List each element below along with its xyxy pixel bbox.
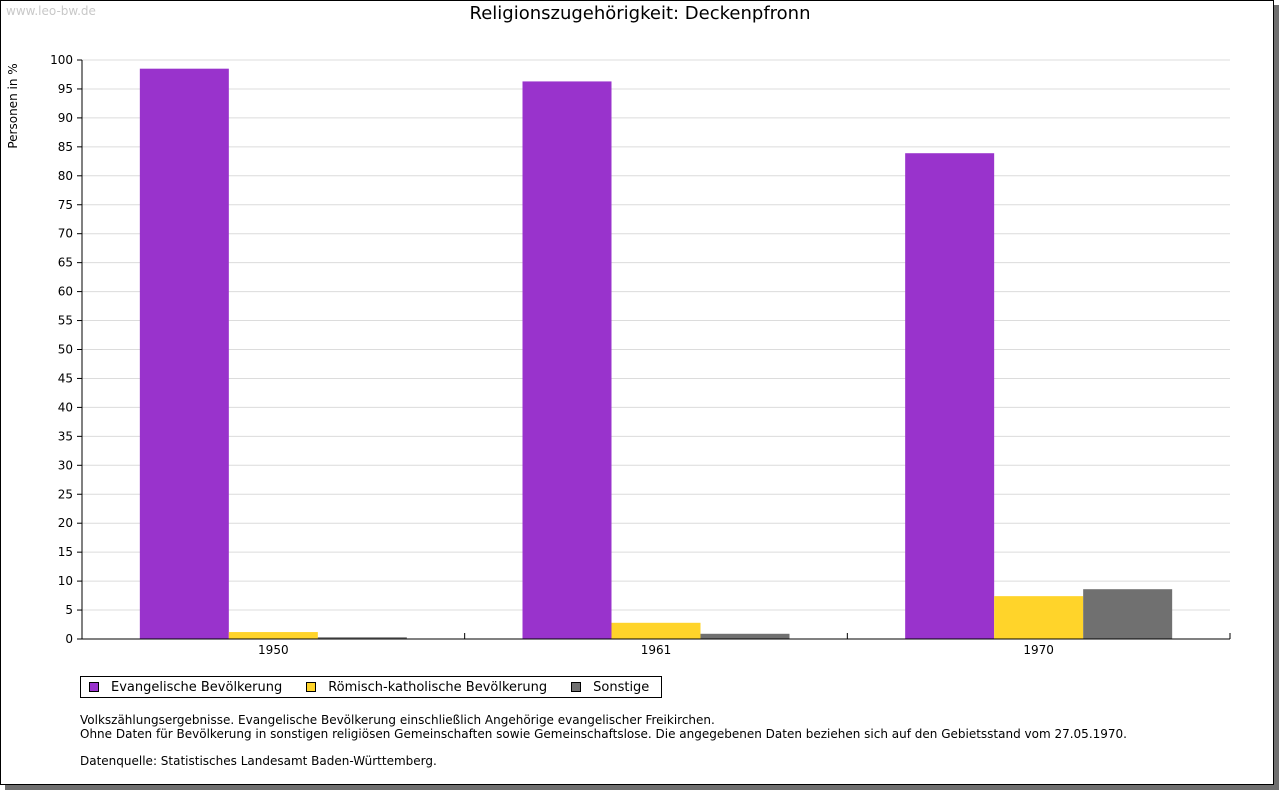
legend-swatch [571,682,582,692]
y-tick-label: 15 [58,545,73,559]
legend-label: Sonstige [593,679,650,695]
bar [522,81,612,640]
y-tick-label: 80 [58,169,73,183]
legend-item: Sonstige [571,680,649,695]
y-tick-label: 85 [58,140,73,154]
y-tick-label: 90 [58,111,73,125]
data-source: Datenquelle: Statistisches Landesamt Bad… [80,754,437,768]
y-tick-label: 65 [58,256,73,270]
bar [700,633,790,639]
y-tick-label: 50 [58,343,73,357]
chart-notes: Volkszählungsergebnisse. Evangelische Be… [80,713,1127,768]
y-axis-label: Personen in % [6,63,20,148]
y-tick-label: 20 [58,516,73,530]
bar [905,153,995,639]
chart-title: Religionszugehörigkeit: Deckenpfronn [469,3,811,24]
note-line-1: Volkszählungsergebnisse. Evangelische Be… [80,713,715,727]
y-tick-label: 30 [58,458,73,472]
x-tick-label: 1950 [258,643,289,657]
y-tick-label: 95 [58,82,73,96]
y-tick-label: 100 [50,53,73,67]
legend-item: Römisch-katholische Bevölkerung [306,680,547,695]
bar [1083,589,1173,639]
y-tick-label: 75 [58,198,73,212]
legend-swatch [306,682,317,692]
bar [139,68,229,639]
legend-item: Evangelische Bevölkerung [89,680,282,695]
y-tick-label: 0 [65,632,73,646]
y-tick-label: 70 [58,227,73,241]
watermark: www.leo-bw.de [6,4,96,18]
y-tick-label: 45 [58,371,73,385]
legend-swatch [89,682,99,692]
y-tick-label: 25 [58,487,73,501]
x-tick-label: 1961 [641,643,672,657]
bar [228,632,318,639]
y-tick-label: 40 [58,400,73,414]
note-line-2: Ohne Daten für Bevölkerung in sonstigen … [80,727,1127,741]
bar-chart: 0 5 10 15 20 25 30 35 40 45 50 55 60 65 70 75 80 85 90 95 10… [6,53,1231,657]
y-tick-label: 5 [65,603,73,617]
bar [994,596,1084,639]
legend: Evangelische Bevölkerung Römisch-katholis… [80,676,663,698]
legend-label: Römisch-katholische Bevölkerung [328,679,548,695]
y-tick-label: 55 [58,314,73,328]
bar [611,622,701,639]
y-tick-label: 35 [58,429,73,443]
y-tick-label: 10 [58,574,73,588]
bar [317,637,407,639]
x-tick-label: 1970 [1023,643,1054,657]
y-tick-label: 60 [58,285,73,299]
legend-label: Evangelische Bevölkerung [111,679,283,695]
